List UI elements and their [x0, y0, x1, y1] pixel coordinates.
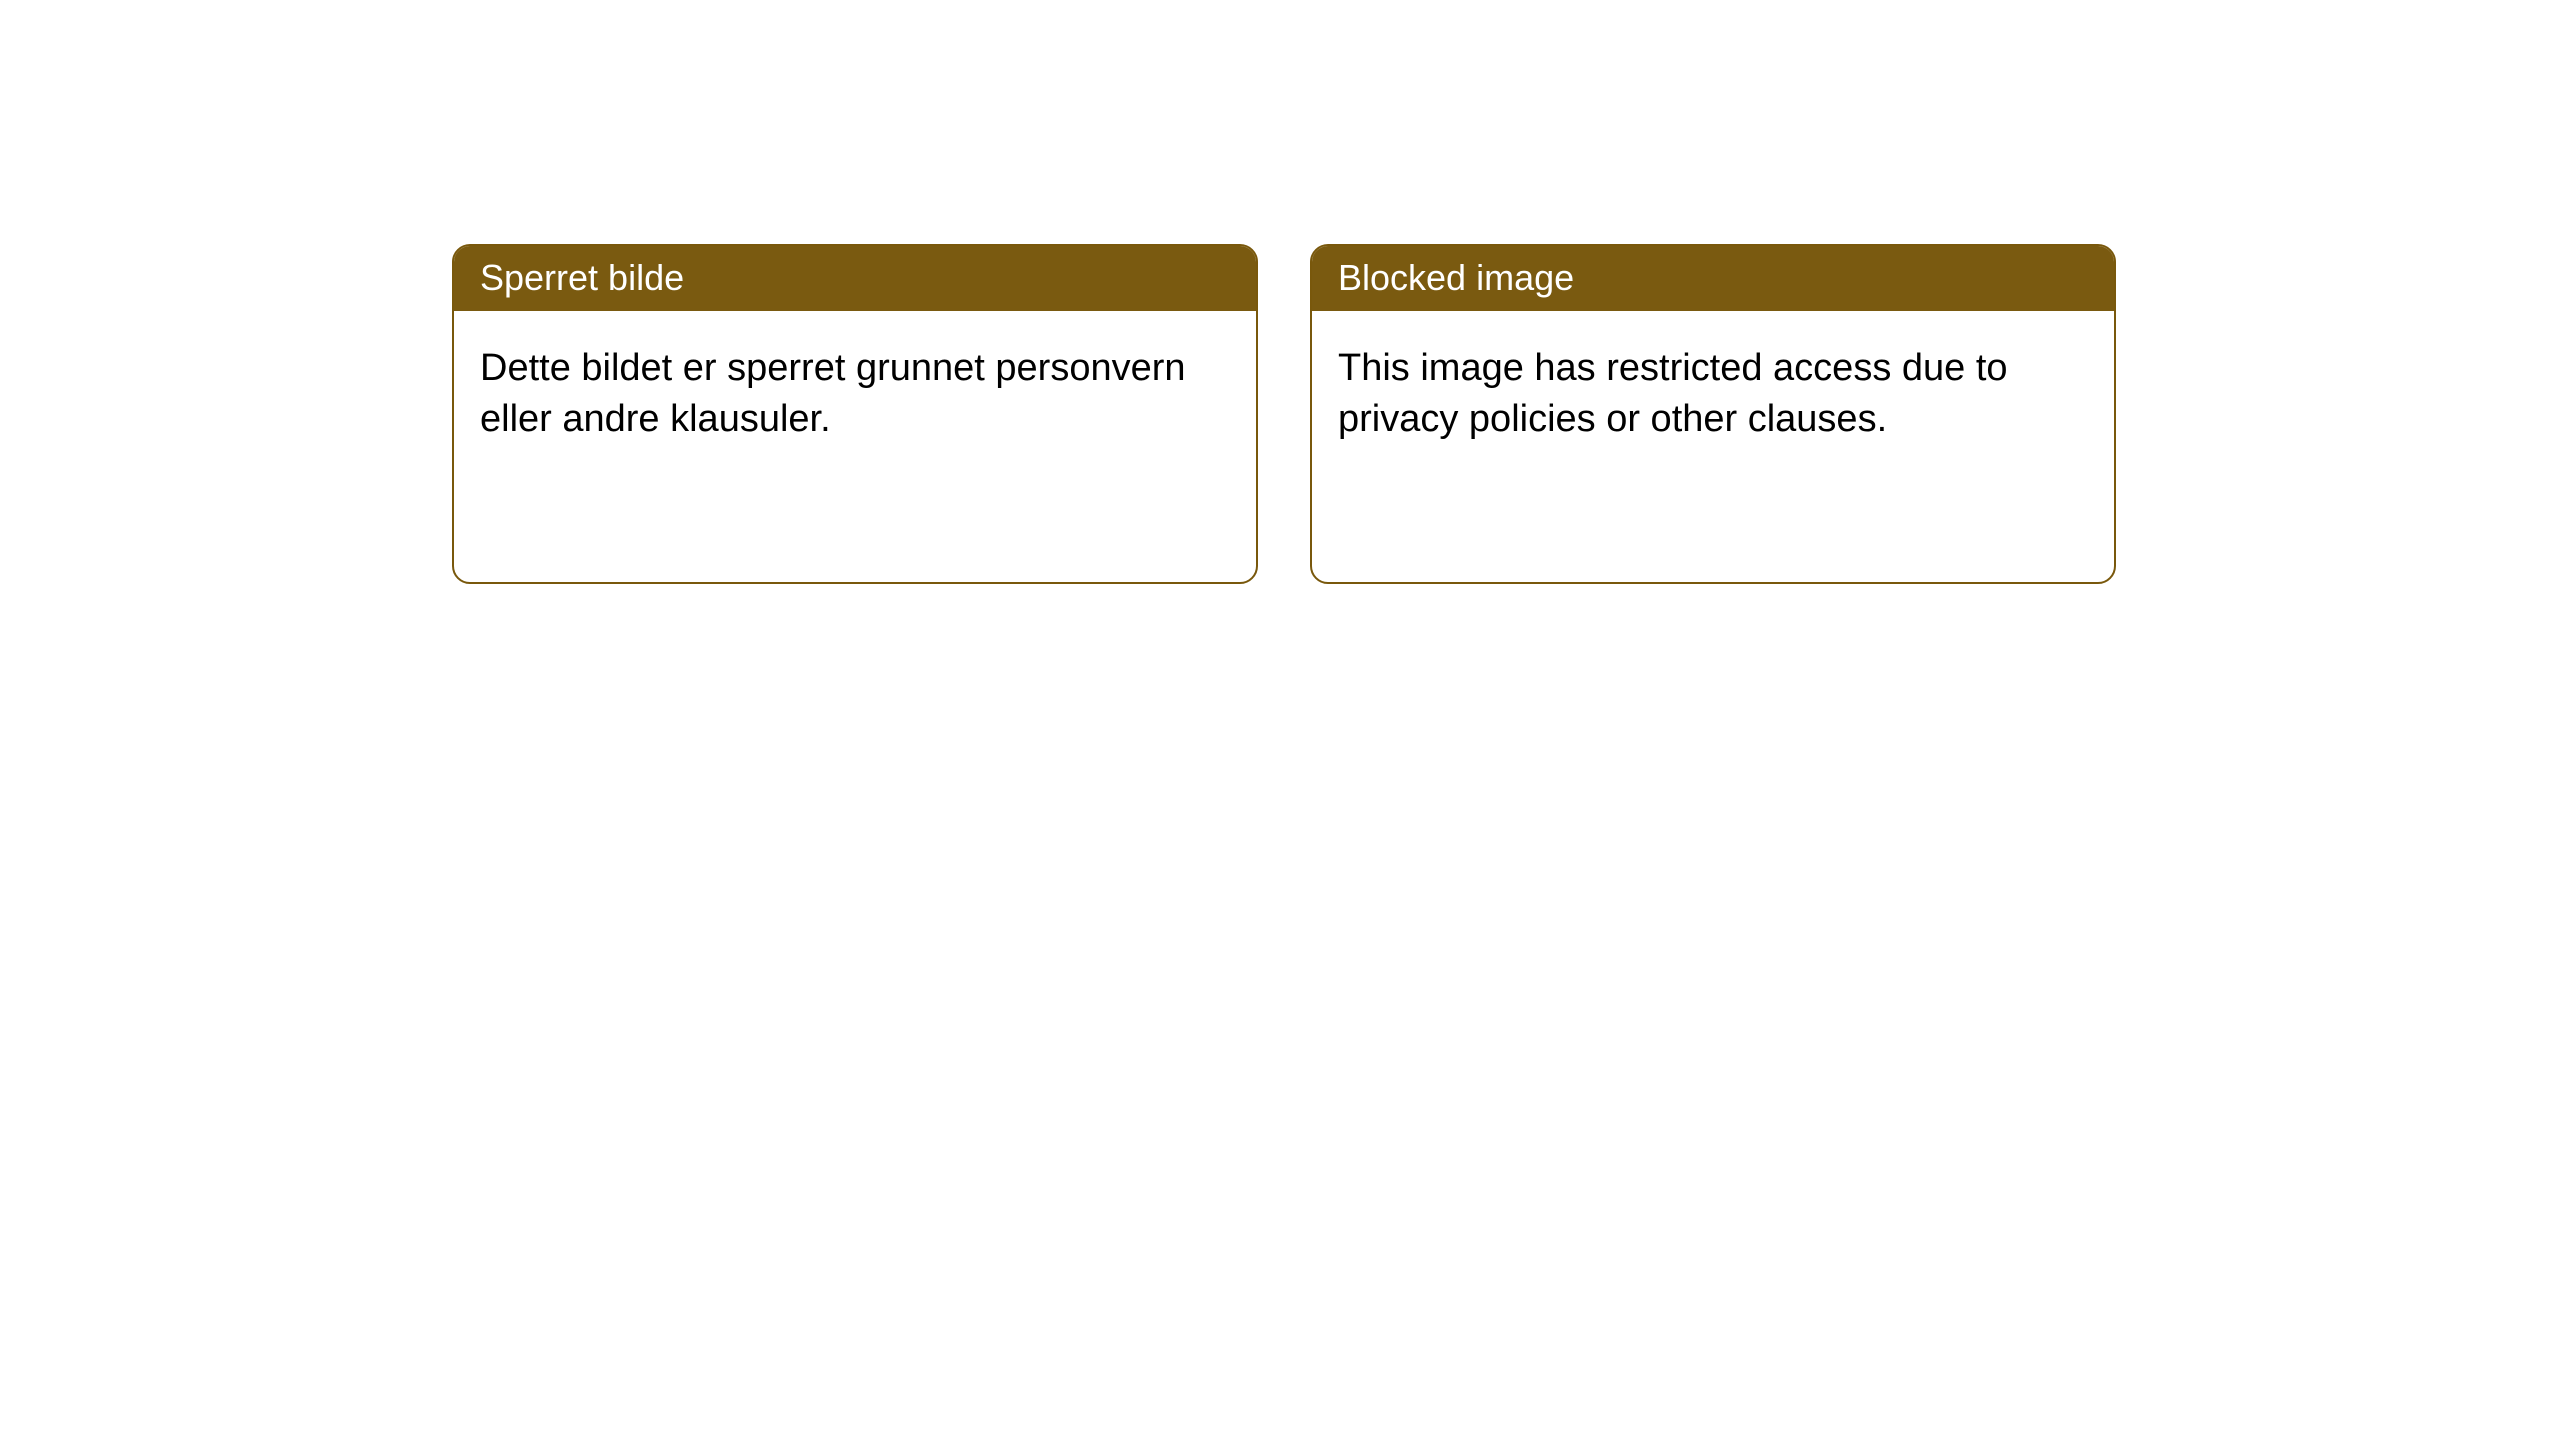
card-english: Blocked image This image has restricted …	[1310, 244, 2116, 584]
card-english-body: This image has restricted access due to …	[1312, 311, 2114, 478]
card-norwegian-title: Sperret bilde	[454, 246, 1256, 311]
card-english-title: Blocked image	[1312, 246, 2114, 311]
card-norwegian: Sperret bilde Dette bildet er sperret gr…	[452, 244, 1258, 584]
cards-container: Sperret bilde Dette bildet er sperret gr…	[0, 0, 2560, 584]
card-norwegian-body: Dette bildet er sperret grunnet personve…	[454, 311, 1256, 478]
